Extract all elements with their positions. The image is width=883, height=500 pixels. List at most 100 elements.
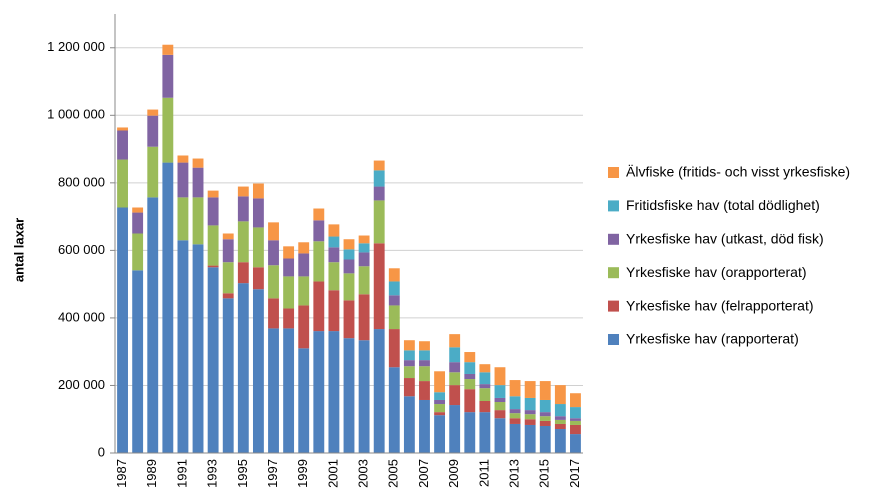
bar-segment [132, 207, 144, 213]
x-tick-label: 1989 [144, 459, 159, 488]
bar-segment [222, 262, 234, 294]
bar-segment [237, 262, 249, 284]
bar-segment [479, 400, 491, 413]
bar-segment [373, 186, 385, 201]
bar-segment [162, 54, 174, 98]
x-tick-label: 2001 [325, 459, 340, 488]
bar-segment [403, 360, 415, 367]
bar-segment [449, 385, 461, 406]
bar-segment [147, 109, 159, 116]
bar-segment [298, 348, 310, 453]
bar-segment [373, 160, 385, 171]
bar-segment [494, 418, 506, 453]
bar-segment [554, 423, 566, 430]
bar-segment [358, 243, 370, 253]
legend-swatch [608, 300, 619, 312]
bar-segment [222, 233, 234, 240]
bar-segment [237, 196, 249, 222]
bar-segment [524, 419, 536, 425]
bar-segment [494, 402, 506, 411]
bar-segment [147, 146, 159, 198]
bar-segment [313, 241, 325, 282]
bar-segment [328, 262, 340, 291]
bar-segment [328, 236, 340, 248]
x-tick-label: 2009 [446, 459, 461, 488]
bar-segment [464, 412, 476, 453]
bar-segment [192, 244, 204, 453]
bar-segment [403, 366, 415, 379]
bar-segment [494, 410, 506, 419]
bar-segment [509, 413, 521, 419]
bar-segment [373, 170, 385, 187]
x-tick-label: 2003 [356, 459, 371, 488]
bar-segment [539, 420, 551, 426]
x-tick-label: 1987 [114, 459, 129, 488]
bar-segment [449, 372, 461, 386]
bar-segment [388, 281, 400, 296]
bar-segment [524, 410, 536, 415]
bar-segment [509, 423, 521, 453]
bar-segment [373, 200, 385, 244]
bar-segment [554, 416, 566, 420]
bar-segment [222, 298, 234, 453]
legend-swatch [608, 334, 619, 345]
bar-segment [434, 399, 446, 405]
bar-segment [358, 252, 370, 267]
bar-segment [252, 227, 264, 268]
bar-segment [283, 328, 295, 453]
y-tick-label: 400 000 [58, 309, 105, 324]
legend-swatch [608, 200, 619, 212]
bar-segment [373, 329, 385, 453]
bar-segment [268, 222, 279, 241]
bar-segment [343, 239, 355, 250]
bar-segment [539, 412, 551, 417]
bar-segment [328, 224, 340, 237]
bar-segment [132, 212, 144, 234]
bar-segment [252, 198, 264, 228]
bar-segment [117, 130, 128, 160]
bar-segment [419, 360, 430, 367]
x-tick-label: 1997 [265, 459, 280, 488]
bar-segment [313, 281, 325, 332]
bar-segment [177, 155, 189, 163]
bar-segment [449, 362, 461, 373]
bar-segment [494, 385, 506, 398]
bar-segment [464, 352, 476, 363]
bar-segment [117, 207, 128, 453]
bar-segment [434, 415, 446, 453]
bar-segment [403, 378, 415, 397]
x-tick-label: 2017 [567, 459, 582, 488]
bar-segment [570, 407, 581, 419]
bar-segment [524, 424, 536, 453]
bar-segment [177, 162, 189, 198]
legend-label: Yrkesfiske hav (utkast, död fisk) [626, 231, 824, 247]
bar-segment [298, 253, 310, 277]
bar-segment [434, 371, 446, 393]
bar-segment [509, 380, 521, 397]
bar-segment [419, 381, 430, 400]
bar-segment [388, 268, 400, 282]
bar-segment [343, 259, 355, 274]
bar-segment [524, 397, 536, 411]
bar-segment [283, 258, 295, 277]
bar-segment [509, 418, 521, 424]
bar-segment [132, 270, 144, 453]
x-tick-label: 1991 [174, 459, 189, 488]
bar-segment [373, 243, 385, 330]
bar-segment [479, 372, 491, 385]
bar-segment [283, 246, 295, 259]
bar-segment [298, 305, 310, 349]
bar-segment [388, 367, 400, 453]
y-tick-label: 0 [98, 444, 105, 459]
bar-segment [419, 366, 430, 382]
bar-segment [268, 265, 279, 299]
bar-segment [192, 167, 204, 198]
bar-segment [509, 396, 521, 410]
bar-segment [222, 239, 234, 263]
bar-segment [192, 158, 204, 168]
x-tick-label: 1993 [205, 459, 220, 488]
y-tick-label: 200 000 [58, 377, 105, 392]
bar-segment [570, 418, 581, 421]
bar-segment [147, 197, 159, 453]
bar-segment [479, 364, 491, 373]
